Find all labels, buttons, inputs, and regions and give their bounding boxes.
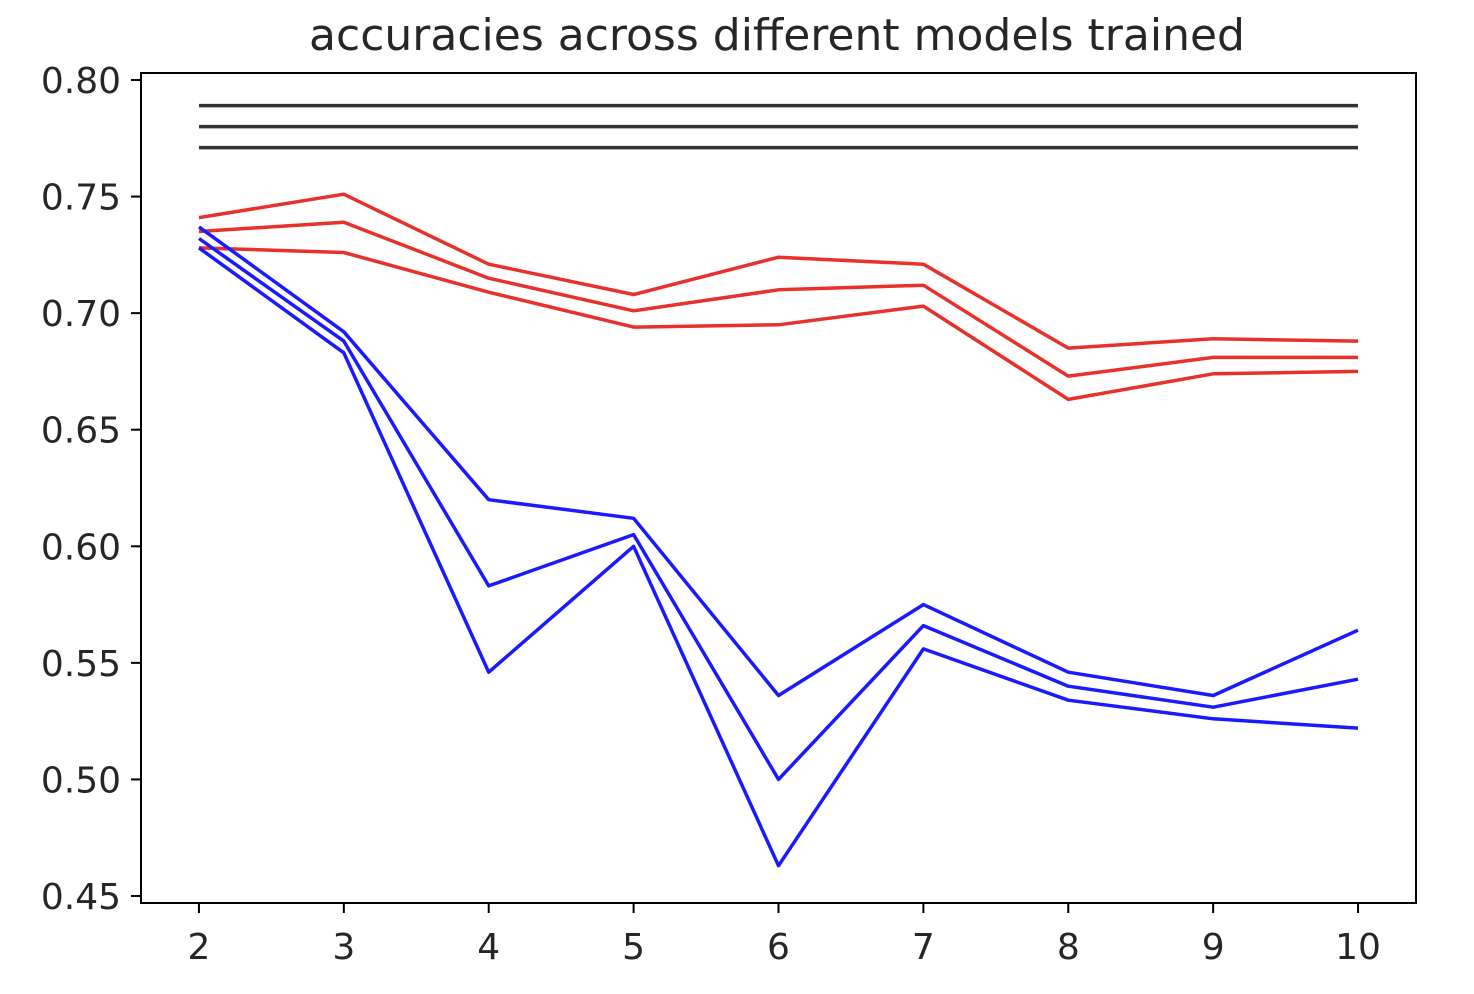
y-tick-label: 0.65 — [41, 411, 121, 452]
y-tick-label: 0.50 — [41, 760, 121, 801]
x-tick-label: 4 — [477, 927, 500, 968]
series-line-blue-1 — [197, 225, 1359, 698]
series-line-red-1 — [198, 192, 1359, 350]
x-tick-label: 5 — [622, 927, 645, 968]
series-line-blue-3 — [197, 246, 1359, 868]
x-tick-label: 7 — [912, 927, 935, 968]
x-tick-label: 3 — [332, 927, 355, 968]
series-layer — [197, 103, 1359, 868]
y-tick-label: 0.80 — [41, 61, 121, 102]
x-tick-label: 8 — [1057, 927, 1080, 968]
x-tick-label: 6 — [767, 927, 790, 968]
series-line-red-2 — [198, 220, 1358, 378]
x-tick-label: 2 — [188, 927, 211, 968]
axes: 2 3 4 5 6 7 8 9 10 0.45 0.50 0.55 0.60 0.65 0.70 0.75 0.… — [41, 61, 1417, 968]
x-tick-label: 9 — [1202, 927, 1225, 968]
x-tick-label: 10 — [1335, 927, 1381, 968]
series-line-red-3 — [198, 246, 1359, 402]
y-tick-label: 0.75 — [41, 178, 121, 219]
series-line-blue-2 — [197, 237, 1359, 782]
y-tick-label: 0.70 — [41, 294, 121, 335]
chart-title: accuracies across different models train… — [309, 10, 1245, 61]
y-tick-label: 0.55 — [41, 644, 121, 685]
y-tick-label: 0.45 — [41, 877, 121, 918]
y-tick-label: 0.60 — [41, 527, 121, 568]
